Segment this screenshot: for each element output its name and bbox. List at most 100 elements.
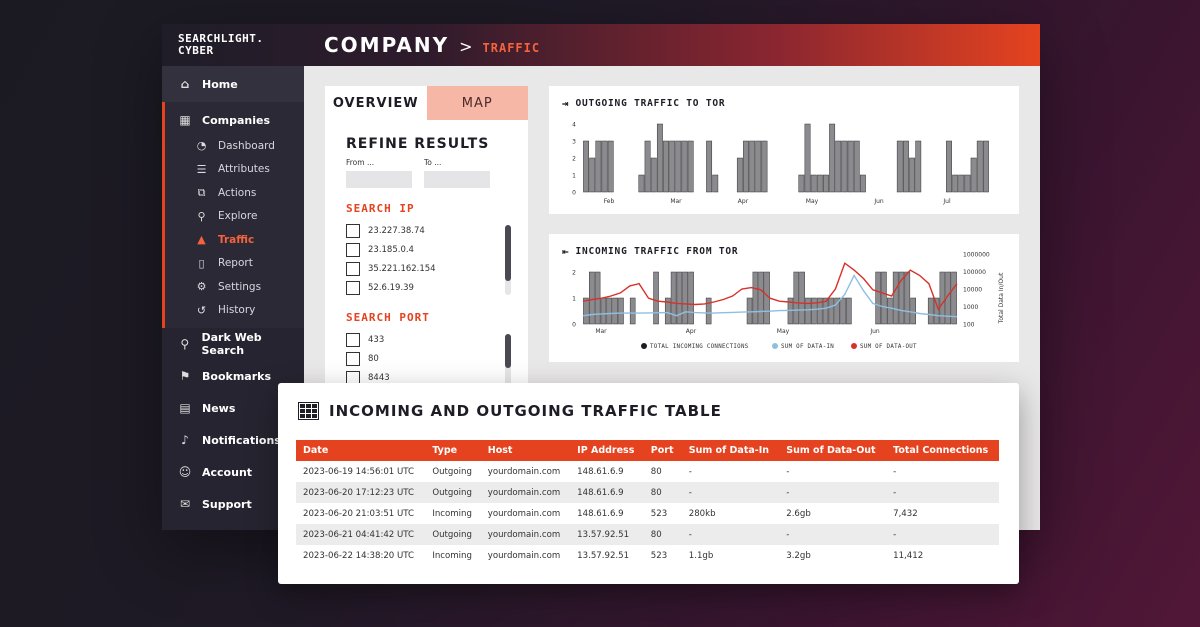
- table-cell: 80: [650, 466, 662, 477]
- bell-icon: ♪: [181, 433, 189, 447]
- port-option: 433: [346, 330, 511, 349]
- x-tick-label: Jun: [873, 198, 884, 205]
- bar: [681, 140, 688, 193]
- y-right-axis-label: Total Data In/Out: [998, 272, 1005, 324]
- col-type[interactable]: Type: [425, 440, 481, 461]
- sidebar-item-notifications[interactable]: ♪ Notifications: [162, 424, 304, 456]
- bar: [859, 174, 866, 193]
- dashboard-icon: ◔: [196, 139, 207, 153]
- port-checkbox-list: 433 80 8443: [346, 330, 511, 386]
- table-cell: Incoming: [432, 508, 472, 519]
- table-cell: -: [779, 524, 887, 545]
- breadcrumb-company[interactable]: COMPANY: [324, 33, 450, 57]
- bar: [682, 271, 689, 325]
- bar: [896, 140, 903, 193]
- port-checkbox[interactable]: [346, 351, 360, 366]
- bar: [903, 140, 909, 193]
- news-icon: ▤: [179, 401, 191, 415]
- bar: [805, 297, 811, 325]
- table-row[interactable]: 2023-06-20 17:12:23 UTC Outgoing yourdomai…: [296, 482, 999, 503]
- sidebar-sub-report[interactable]: ▯ Report: [165, 252, 304, 276]
- y-right-tick-label: 10000: [963, 287, 982, 294]
- sidebar-item-bookmarks[interactable]: ⚑ Bookmarks: [162, 360, 304, 392]
- table-cell: -: [779, 482, 887, 503]
- sidebar-sub-actions[interactable]: ⧉ Actions: [165, 181, 304, 205]
- table-cell: 2023-06-20 21:03:51 UTC: [303, 508, 415, 519]
- legend-label: SUM OF DATA-IN: [781, 344, 834, 350]
- ip-label: 35.221.162.154: [368, 263, 436, 274]
- sidebar-sub-label: Explore: [218, 210, 258, 223]
- bar: [811, 297, 817, 325]
- table-cell: -: [688, 466, 692, 477]
- sidebar-sub-settings[interactable]: ⚙ Settings: [165, 275, 304, 299]
- sidebar-item-companies[interactable]: ▦ Companies: [165, 106, 304, 134]
- table-row[interactable]: 2023-06-21 04:41:42 UTC Outgoing yourdomai…: [296, 524, 999, 545]
- sidebar-item-home[interactable]: ⌂ Home: [162, 66, 304, 102]
- ip-checkbox[interactable]: [346, 223, 360, 238]
- table-cell: yourdomain.com: [487, 466, 561, 477]
- ip-checkbox[interactable]: [346, 261, 360, 276]
- table-cell: Incoming: [432, 550, 472, 561]
- from-input[interactable]: [346, 171, 412, 188]
- table-row[interactable]: 2023-06-20 21:03:51 UTC Incoming yourdomai…: [296, 503, 999, 524]
- port-list-scrollbar[interactable]: [505, 334, 511, 386]
- table-row[interactable]: 2023-06-22 14:38:20 UTC Incoming yourdomai…: [296, 545, 999, 566]
- bar: [892, 271, 899, 325]
- port-checkbox[interactable]: [346, 332, 360, 347]
- sidebar-sub-attributes[interactable]: ☰ Attributes: [165, 158, 304, 182]
- table-cell: 523: [650, 550, 668, 561]
- ip-checkbox[interactable]: [346, 242, 360, 257]
- bar: [653, 271, 659, 325]
- table-header-row: Date Type Host IP Address Port Sum of Da…: [296, 440, 999, 461]
- scrollbar-thumb[interactable]: [505, 334, 511, 368]
- sidebar-item-label: News: [202, 401, 236, 415]
- date-range: From ... To ...: [346, 158, 528, 188]
- col-host[interactable]: Host: [480, 440, 571, 461]
- col-total-connections[interactable]: Total Connections: [886, 440, 999, 461]
- col-sum-data-in[interactable]: Sum of Data-In: [681, 440, 780, 461]
- tab-map[interactable]: MAP: [426, 86, 528, 120]
- table-cell: 13.57.92.51: [570, 524, 644, 545]
- bar: [816, 174, 823, 193]
- tab-overview[interactable]: OVERVIEW: [332, 95, 419, 111]
- bar: [853, 140, 860, 193]
- col-date[interactable]: Date: [296, 440, 426, 461]
- scrollbar-thumb[interactable]: [505, 225, 511, 281]
- to-input[interactable]: [424, 171, 490, 188]
- x-tick-label: May: [806, 198, 819, 205]
- sidebar: ⌂ Home ▦ Companies ◔ Dashboard ☰ Attribu…: [162, 66, 304, 530]
- sidebar-sub-label: Settings: [218, 280, 262, 293]
- sidebar-item-news[interactable]: ▤ News: [162, 392, 304, 424]
- table-cell: yourdomain.com: [487, 550, 561, 561]
- ip-checkbox[interactable]: [346, 280, 360, 295]
- table-cell: 148.61.6.9: [577, 508, 624, 519]
- col-ip-address[interactable]: IP Address: [570, 440, 644, 461]
- bar: [951, 271, 957, 325]
- brand-logo[interactable]: SEARCHLIGHT. CYBER: [162, 33, 304, 57]
- bar: [793, 271, 800, 325]
- sidebar-sub-explore[interactable]: ⚲ Explore: [165, 205, 304, 229]
- traffic-cone-icon: ▲: [197, 233, 206, 247]
- x-tick-label: Apr: [686, 328, 697, 335]
- data-in-line: [582, 273, 958, 318]
- bar: [687, 140, 694, 193]
- sidebar-sub-history[interactable]: ↺ History: [165, 299, 304, 323]
- sidebar-sub-dashboard[interactable]: ◔ Dashboard: [165, 134, 304, 158]
- legend-marker: [641, 343, 647, 349]
- sidebar-sub-traffic[interactable]: ▲ Traffic: [165, 228, 304, 252]
- x-tick-label: Mar: [595, 328, 607, 335]
- document-icon: ▯: [198, 256, 205, 270]
- ip-list-scrollbar[interactable]: [505, 225, 511, 295]
- sidebar-item-dark-web-search[interactable]: ⚲ Dark Web Search: [162, 328, 304, 360]
- col-port[interactable]: Port: [643, 440, 682, 461]
- col-sum-data-out[interactable]: Sum of Data-Out: [779, 440, 887, 461]
- data-out-line: [582, 262, 958, 311]
- bar: [752, 271, 759, 325]
- sidebar-item-support[interactable]: ✉ Support: [162, 488, 304, 520]
- sidebar-item-account[interactable]: ☺ Account: [162, 456, 304, 488]
- bar: [688, 271, 694, 325]
- ip-label: 23.185.0.4: [368, 244, 414, 255]
- table-row[interactable]: 2023-06-19 14:56:01 UTC Outgoing yourdomai…: [296, 461, 999, 482]
- ip-option: 23.185.0.4: [346, 240, 511, 259]
- exit-icon: ⇥: [562, 97, 570, 110]
